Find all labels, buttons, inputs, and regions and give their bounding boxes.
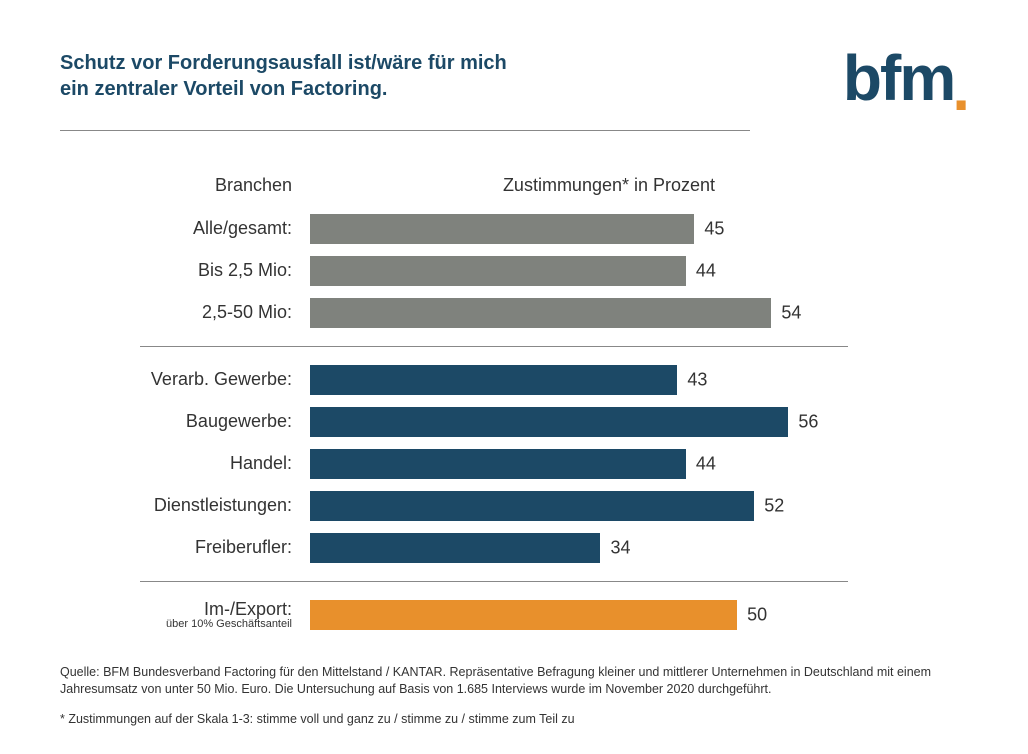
chart-column-headers: Branchen Zustimmungen* in Prozent	[100, 175, 908, 196]
title-line-1: Schutz vor Forderungsausfall ist/wäre fü…	[60, 52, 507, 74]
row-label-box: Dienstleistungen:	[100, 495, 310, 516]
bar	[310, 449, 686, 479]
bar-track: 43	[310, 365, 908, 395]
bar-value: 34	[610, 537, 630, 558]
row-label: 2,5-50 Mio:	[100, 302, 292, 323]
bar-track: 44	[310, 449, 908, 479]
page-title: Schutz vor Forderungsausfall ist/wäre fü…	[60, 50, 843, 102]
row-label: Freiberufler:	[100, 537, 292, 558]
row-label-box: Alle/gesamt:	[100, 218, 310, 239]
bar	[310, 533, 600, 563]
row-label-box: 2,5-50 Mio:	[100, 302, 310, 323]
chart-row: Freiberufler: 34	[100, 529, 908, 567]
bar-track: 45	[310, 214, 908, 244]
row-label: Im-/Export:	[100, 599, 292, 620]
source-text: Quelle: BFM Bundesverband Factoring für …	[60, 664, 968, 698]
chart-row: Handel: 44	[100, 445, 908, 483]
row-label-box: Verarb. Gewerbe:	[100, 369, 310, 390]
bar-value: 43	[687, 369, 707, 390]
chart-row: Baugewerbe: 56	[100, 403, 908, 441]
column-label-percent: Zustimmungen* in Prozent	[310, 175, 908, 196]
bar-value: 52	[764, 495, 784, 516]
chart-row: Alle/gesamt: 45	[100, 210, 908, 248]
logo-dot-icon: .	[952, 69, 968, 107]
chart-row: 2,5-50 Mio: 54	[100, 294, 908, 332]
row-sublabel: über 10% Geschäftsanteil	[100, 618, 292, 630]
chart-row: Bis 2,5 Mio: 44	[100, 252, 908, 290]
bar-chart: Branchen Zustimmungen* in Prozent Alle/g…	[60, 175, 968, 634]
bar-track: 44	[310, 256, 908, 286]
chart-row: Im-/Export:über 10% Geschäftsanteil 50	[100, 596, 908, 634]
chart-row: Verarb. Gewerbe: 43	[100, 361, 908, 399]
row-label: Baugewerbe:	[100, 411, 292, 432]
bar-value: 44	[696, 453, 716, 474]
title-line-2: ein zentraler Vorteil von Factoring.	[60, 78, 387, 100]
chart-row: Dienstleistungen: 52	[100, 487, 908, 525]
bar-value: 56	[798, 411, 818, 432]
footnote-text: * Zustimmungen auf der Skala 1-3: stimme…	[60, 712, 968, 726]
bar	[310, 256, 686, 286]
logo-text: bfm	[843, 50, 954, 108]
bar-track: 50	[310, 600, 908, 630]
row-label: Alle/gesamt:	[100, 218, 292, 239]
row-label-box: Handel:	[100, 453, 310, 474]
group-divider	[140, 581, 848, 582]
bar	[310, 491, 754, 521]
bar-track: 56	[310, 407, 908, 437]
bar-value: 45	[704, 218, 724, 239]
column-label-branchen: Branchen	[100, 175, 310, 196]
bar	[310, 600, 737, 630]
bar-track: 34	[310, 533, 908, 563]
row-label-box: Baugewerbe:	[100, 411, 310, 432]
group-divider	[140, 346, 848, 347]
header-divider	[60, 130, 750, 131]
bar	[310, 407, 788, 437]
bar-track: 52	[310, 491, 908, 521]
row-label: Verarb. Gewerbe:	[100, 369, 292, 390]
row-label-box: Freiberufler:	[100, 537, 310, 558]
row-label: Bis 2,5 Mio:	[100, 260, 292, 281]
chart-body: Alle/gesamt: 45 Bis 2,5 Mio: 44 2,5-50 Mio: 5…	[100, 210, 908, 634]
row-label-box: Bis 2,5 Mio:	[100, 260, 310, 281]
bar	[310, 214, 694, 244]
row-label-box: Im-/Export:über 10% Geschäftsanteil	[100, 599, 310, 630]
bar-value: 54	[781, 302, 801, 323]
footer: Quelle: BFM Bundesverband Factoring für …	[60, 664, 968, 726]
row-label: Handel:	[100, 453, 292, 474]
bar-track: 54	[310, 298, 908, 328]
bar-value: 44	[696, 260, 716, 281]
header: Schutz vor Forderungsausfall ist/wäre fü…	[60, 50, 968, 126]
bar	[310, 365, 677, 395]
bar	[310, 298, 771, 328]
row-label: Dienstleistungen:	[100, 495, 292, 516]
bfm-logo: bfm.	[843, 50, 968, 108]
bar-value: 50	[747, 604, 767, 625]
